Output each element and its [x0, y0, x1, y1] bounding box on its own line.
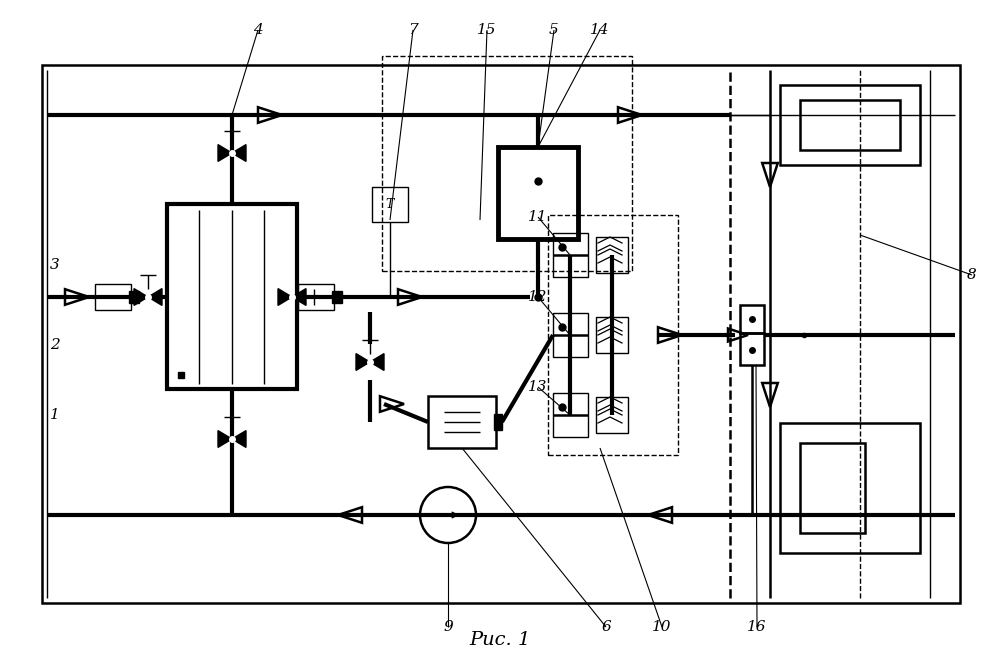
Bar [42, 65, 960, 603]
Text: 15: 15 [478, 23, 497, 37]
Text: 16: 16 [747, 620, 767, 634]
Bar [740, 333, 764, 365]
Polygon shape [356, 354, 370, 370]
Bar [382, 56, 632, 271]
Text: 2: 2 [50, 338, 60, 352]
Polygon shape [292, 289, 306, 305]
Polygon shape [232, 430, 246, 447]
Text: 4: 4 [253, 23, 263, 37]
Bar [780, 423, 920, 553]
Text: Рис. 1: Рис. 1 [470, 631, 530, 649]
Bar [553, 233, 588, 277]
Text: 10: 10 [652, 620, 671, 634]
Text: T: T [386, 198, 395, 210]
Bar [332, 291, 342, 303]
Bar [800, 443, 865, 533]
Text: 12: 12 [528, 290, 547, 304]
Polygon shape [134, 289, 148, 305]
Bar [494, 414, 502, 430]
Polygon shape [232, 145, 246, 161]
Text: 7: 7 [409, 23, 418, 37]
Bar [553, 313, 588, 357]
Text: 13: 13 [528, 380, 547, 394]
Polygon shape [148, 289, 162, 305]
Text: 1: 1 [50, 408, 60, 422]
Bar [95, 284, 131, 310]
Polygon shape [218, 145, 232, 161]
Bar [548, 215, 678, 455]
Text: 9: 9 [444, 620, 453, 634]
Bar [596, 237, 628, 273]
Text: 11: 11 [528, 210, 547, 224]
Bar [596, 317, 628, 353]
Bar [800, 100, 900, 150]
Polygon shape [370, 354, 384, 370]
Bar [428, 396, 496, 448]
Text: 5: 5 [549, 23, 558, 37]
Bar [596, 397, 628, 433]
Bar [498, 147, 578, 239]
Polygon shape [278, 289, 292, 305]
Bar [780, 85, 920, 165]
Bar [298, 284, 334, 310]
Bar [740, 305, 764, 333]
Text: 14: 14 [590, 23, 609, 37]
Bar [167, 204, 297, 389]
Text: 6: 6 [601, 620, 610, 634]
Polygon shape [218, 430, 232, 447]
Text: 8: 8 [967, 268, 977, 282]
Text: 3: 3 [50, 258, 60, 272]
Bar [372, 187, 408, 222]
Bar [553, 393, 588, 437]
Bar [129, 291, 139, 303]
